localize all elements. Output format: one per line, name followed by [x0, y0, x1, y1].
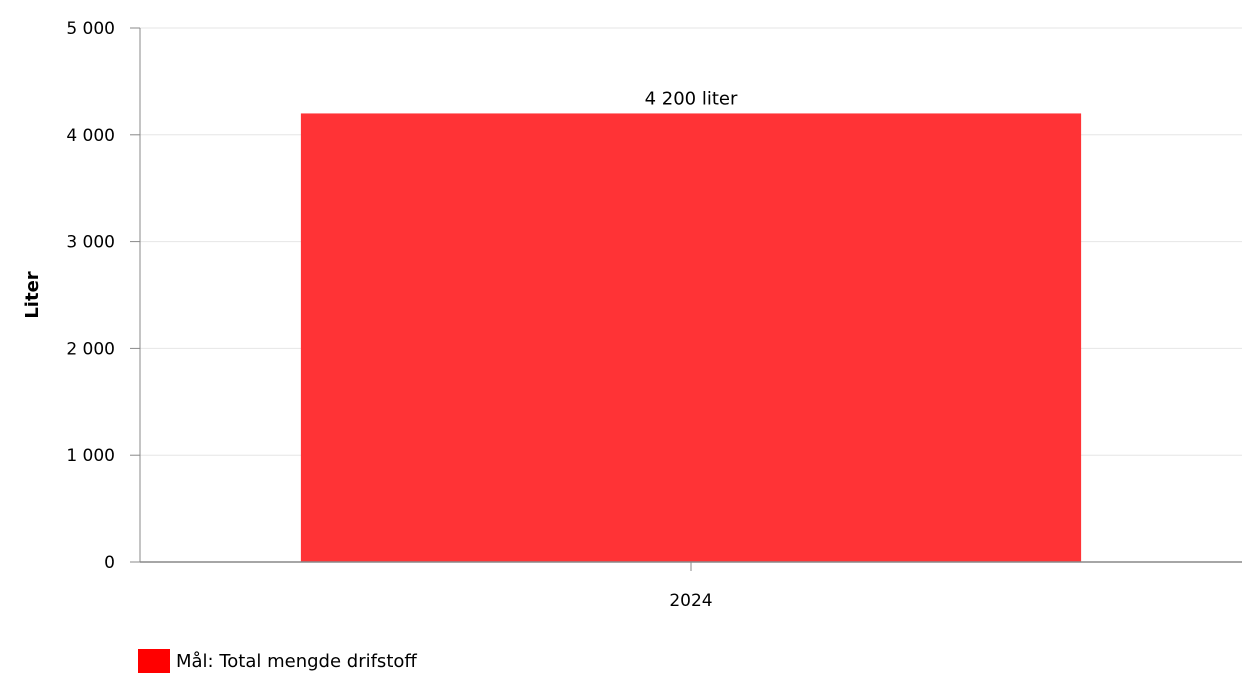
- y-tick-label: 3 000: [66, 233, 115, 253]
- y-tick-label: 5 000: [66, 19, 115, 39]
- y-tick-label: 1 000: [66, 446, 115, 466]
- x-axis-ticks: 2024: [669, 562, 713, 611]
- bars: 4 200 liter: [300, 88, 1082, 562]
- y-axis-ticks: 0 1 000 2 000 3 000 4 000 5 000: [66, 19, 140, 573]
- y-tick-label: 0: [104, 553, 115, 573]
- legend-swatch: [138, 649, 170, 673]
- legend-label: Mål: Total mengde drifstoff: [176, 650, 417, 672]
- y-axis-title: Liter: [22, 271, 43, 318]
- bar[interactable]: [300, 113, 1082, 562]
- bar-data-label: 4 200 liter: [645, 88, 738, 109]
- x-tick-label: 2024: [669, 591, 712, 611]
- legend[interactable]: Mål: Total mengde drifstoff: [138, 649, 417, 673]
- y-tick-label: 2 000: [66, 339, 115, 359]
- y-tick-label: 4 000: [66, 126, 115, 146]
